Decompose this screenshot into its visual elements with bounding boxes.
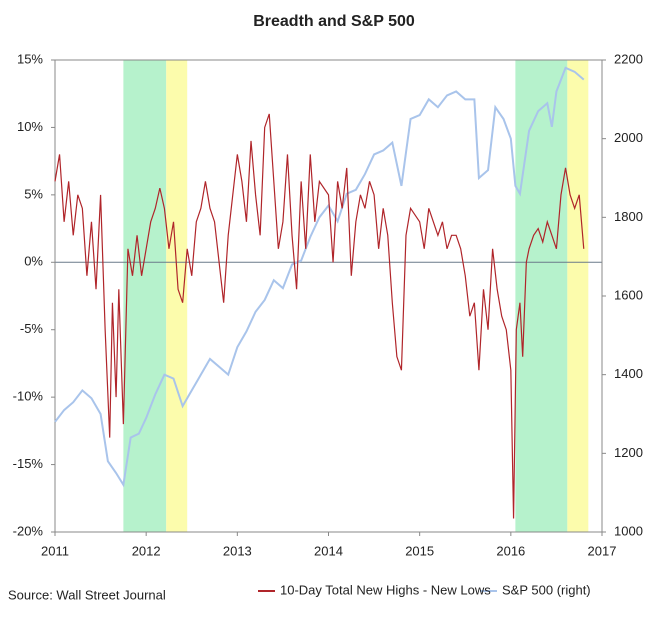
x-tick-label: 2015 [405, 543, 434, 558]
source: Source: Wall Street Journal [8, 587, 166, 602]
y-tick-label: 0% [24, 254, 43, 269]
x-tick-label: 2011 [41, 543, 69, 558]
y2-tick-label: 2200 [614, 51, 643, 66]
plot-frame [54, 59, 603, 533]
shaded-band [166, 60, 188, 532]
x-tick-label: 2012 [132, 543, 161, 558]
shaded-band [123, 60, 167, 532]
x-tick-label: 2013 [223, 543, 252, 558]
x-tick-label: 2016 [496, 543, 525, 558]
y2-tick-label: 2000 [614, 130, 643, 145]
y2-tick-label: 1400 [614, 366, 643, 381]
y-tick-label: -10% [13, 389, 44, 404]
y-tick-label: -20% [13, 523, 44, 538]
y2-tick-label: 1800 [614, 209, 643, 224]
x-tick-label: 2017 [588, 543, 617, 558]
y2-tick-label: 1600 [614, 287, 643, 302]
y-tick-label: -15% [13, 456, 44, 471]
y-tick-label: 5% [24, 186, 43, 201]
shaded-band [515, 60, 568, 532]
chart-title: Breadth and S&P 500 [253, 13, 415, 30]
legend-label: 10-Day Total New Highs - New Lows [280, 582, 491, 597]
y-tick-label: -5% [20, 321, 44, 336]
y2-tick-label: 1000 [614, 523, 643, 538]
line-series [54, 113, 585, 519]
legend-label: S&P 500 (right) [502, 582, 591, 597]
y2-tick-label: 1200 [614, 445, 643, 460]
shaded-band [567, 60, 589, 532]
x-tick-label: 2014 [314, 543, 343, 558]
y-tick-label: 15% [17, 51, 43, 66]
y-tick-label: 10% [17, 119, 43, 134]
line-series [54, 66, 585, 488]
